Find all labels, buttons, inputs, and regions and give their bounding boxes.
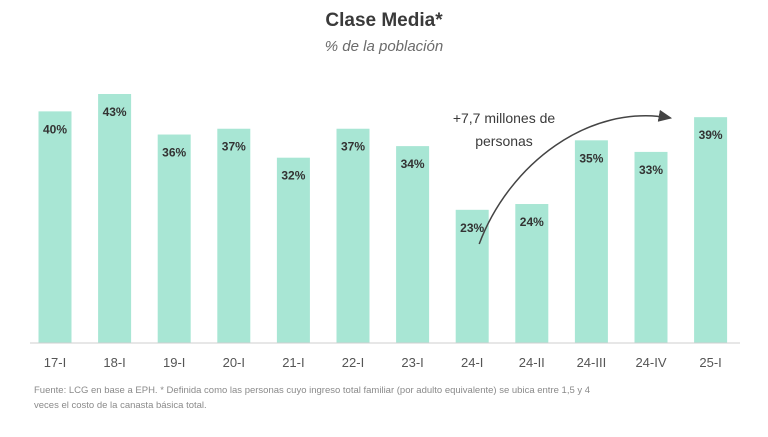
bar-19-I — [157, 134, 191, 343]
chart-subtitle: % de la población — [324, 38, 444, 55]
x-tick-label: 17-I — [44, 355, 66, 370]
x-tick-label: 24-IV — [635, 355, 666, 370]
bar-24-IV — [634, 151, 668, 343]
bar-value-label: 34% — [401, 157, 425, 171]
bar-value-label: 37% — [341, 140, 365, 154]
bar-value-label: 43% — [103, 105, 127, 119]
x-tick-label: 24-I — [461, 355, 483, 370]
annotation-line-2: personas — [475, 133, 533, 149]
x-tick-label: 19-I — [163, 355, 185, 370]
annotation-line-1: +7,7 millones de — [453, 110, 556, 126]
bar-value-label: 35% — [579, 151, 603, 165]
footnote-line-2: veces el costo de la canasta básica tota… — [34, 400, 207, 411]
bar-value-label: 40% — [43, 122, 67, 136]
bar-20-I — [217, 128, 251, 343]
bar-value-label: 32% — [281, 169, 305, 183]
chart-title: Clase Media* — [325, 10, 443, 31]
bar-21-I — [276, 157, 310, 343]
bar-25-I — [694, 117, 728, 344]
bar-24-I — [455, 209, 489, 343]
bar-18-I — [98, 94, 132, 343]
bar-24-II — [515, 204, 549, 343]
bar-value-label: 37% — [222, 140, 246, 154]
bar-22-I — [336, 128, 370, 343]
bar-value-label: 33% — [639, 163, 663, 177]
bar-17-I — [38, 111, 72, 343]
source-footnote: Fuente: LCG en base a EPH. * Definida co… — [34, 383, 734, 413]
x-tick-label: 24-II — [519, 355, 545, 370]
x-tick-label: 25-I — [699, 355, 721, 370]
x-tick-label: 20-I — [223, 355, 245, 370]
footnote-line-1: Fuente: LCG en base a EPH. * Definida co… — [34, 385, 591, 396]
bar-value-label: 36% — [162, 146, 186, 160]
x-tick-label: 21-I — [282, 355, 304, 370]
x-tick-label: 23-I — [401, 355, 423, 370]
x-tick-labels: 17-I 18-I 19-I 20-I 21-I 22-I 23-I 24-I 24-II 24-… — [44, 355, 722, 370]
bar-value-label: 24% — [520, 215, 544, 229]
bar-24-III — [574, 140, 608, 343]
trend-arrow — [478, 109, 673, 245]
bar-23-I — [396, 146, 430, 343]
x-tick-label: 18-I — [103, 355, 125, 370]
bars-group: 40% 43% 36% 37% 32% 37% 34% 23% 24% 35% 33% 39% — [38, 94, 728, 344]
bar-value-label: 23% — [460, 221, 484, 235]
bar-value-label: 39% — [699, 128, 723, 142]
x-tick-label: 24-III — [577, 355, 607, 370]
x-tick-label: 22-I — [342, 355, 364, 370]
